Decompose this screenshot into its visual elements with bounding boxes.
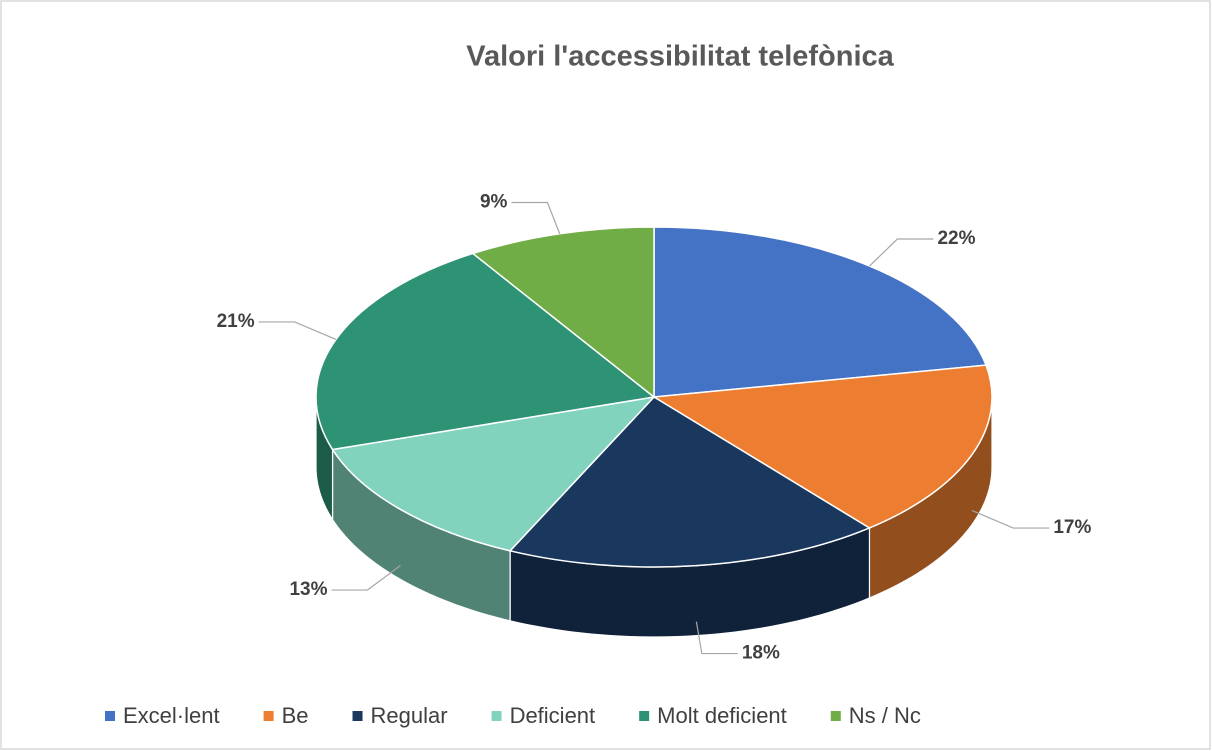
pie-slice	[651, 364, 993, 529]
leader-line	[258, 321, 337, 340]
legend-label: Excel·lent	[123, 703, 220, 728]
data-label: 18%	[742, 643, 780, 664]
leader-line	[511, 201, 561, 234]
legend-marker	[105, 711, 115, 721]
chart-title: Valori l'accessibilitat telefònica	[466, 41, 894, 73]
legend-label: Molt deficient	[657, 703, 787, 728]
legend-label: Ns / Nc	[849, 703, 921, 728]
data-label: 22%	[937, 228, 975, 249]
data-label: 17%	[1053, 517, 1091, 538]
leader-line	[971, 510, 1050, 529]
data-label: 9%	[480, 192, 508, 213]
pie-slice	[331, 395, 657, 552]
legend-label: Regular	[371, 703, 448, 728]
legend-marker	[352, 711, 363, 721]
legend-marker	[491, 711, 502, 721]
legend-marker	[830, 711, 841, 721]
data-label: 21%	[217, 311, 255, 332]
legend-marker	[639, 711, 650, 721]
pie-slice	[471, 226, 655, 399]
legend-marker	[263, 711, 274, 721]
data-label: 13%	[289, 579, 327, 600]
leader-line	[695, 621, 738, 655]
leader-line	[331, 564, 401, 591]
legend-label: Deficient	[510, 703, 596, 728]
legend-label: Be	[282, 703, 309, 728]
leader-line	[869, 238, 934, 267]
pie-slice	[508, 396, 872, 568]
pie-slice	[653, 226, 988, 398]
